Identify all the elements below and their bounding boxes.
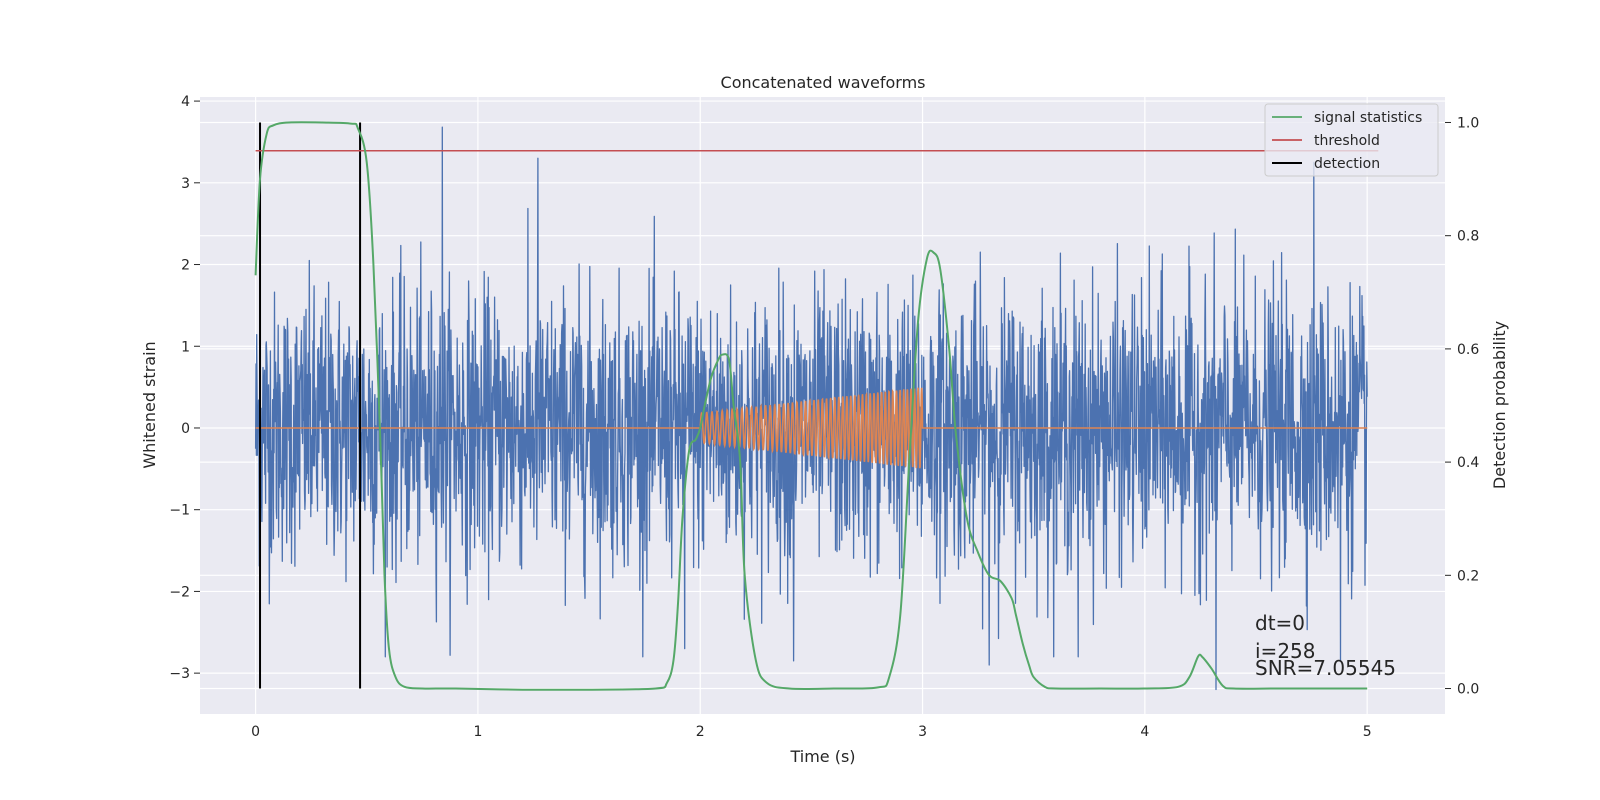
x-tick-label: 4 bbox=[1140, 724, 1149, 740]
series-signal-statistics bbox=[254, 121, 1368, 691]
legend-label-threshold: threshold bbox=[1314, 133, 1380, 149]
x-tick-label: 2 bbox=[696, 724, 705, 740]
y-tick-label: −1 bbox=[169, 503, 190, 519]
y2-axis-ticks: 0.0 0.2 0.4 0.6 0.8 1.0 bbox=[1445, 115, 1479, 698]
x-axis-ticks: 0 1 2 3 4 5 bbox=[251, 724, 1372, 740]
y2-axis-label: Detection probability bbox=[1490, 321, 1509, 489]
y-tick-label: 2 bbox=[181, 258, 190, 274]
annotation-dt: dt=0 bbox=[1255, 611, 1305, 635]
y-tick-label: 0 bbox=[181, 421, 190, 437]
x-tick-label: 1 bbox=[473, 724, 482, 740]
y2-tick-label: 0.4 bbox=[1457, 455, 1479, 471]
y-tick-label: 1 bbox=[181, 339, 190, 355]
y2-tick-label: 0.8 bbox=[1457, 229, 1479, 245]
legend-label-signal: signal statistics bbox=[1314, 110, 1422, 126]
legend-label-detection: detection bbox=[1314, 156, 1380, 172]
x-tick-label: 3 bbox=[918, 724, 927, 740]
y-tick-label: −3 bbox=[169, 666, 190, 682]
annotation-index: i=258 bbox=[1255, 639, 1316, 663]
series-layer bbox=[254, 121, 1379, 691]
series-injection bbox=[255, 387, 1368, 469]
annotation-snr: SNR=7.05545 bbox=[1255, 656, 1396, 680]
y2-tick-label: 0.2 bbox=[1457, 568, 1479, 584]
y-axis-ticks: −3 −2 −1 0 1 2 3 4 bbox=[169, 94, 200, 682]
x-tick-label: 0 bbox=[251, 724, 260, 740]
x-axis-label: Time (s) bbox=[789, 747, 855, 766]
y-tick-label: −2 bbox=[169, 584, 190, 600]
x-tick-label: 5 bbox=[1363, 724, 1372, 740]
y-tick-label: 3 bbox=[181, 176, 190, 192]
y2-tick-label: 1.0 bbox=[1457, 115, 1479, 131]
legend-box bbox=[1264, 103, 1439, 177]
legend: signal statistics threshold detection bbox=[1264, 103, 1439, 177]
y2-tick-label: 0.0 bbox=[1457, 682, 1479, 698]
chart-title: Concatenated waveforms bbox=[721, 73, 926, 92]
y2-tick-label: 0.6 bbox=[1457, 342, 1479, 358]
y-tick-label: 4 bbox=[181, 94, 190, 110]
y-axis-label: Whitened strain bbox=[140, 341, 159, 468]
